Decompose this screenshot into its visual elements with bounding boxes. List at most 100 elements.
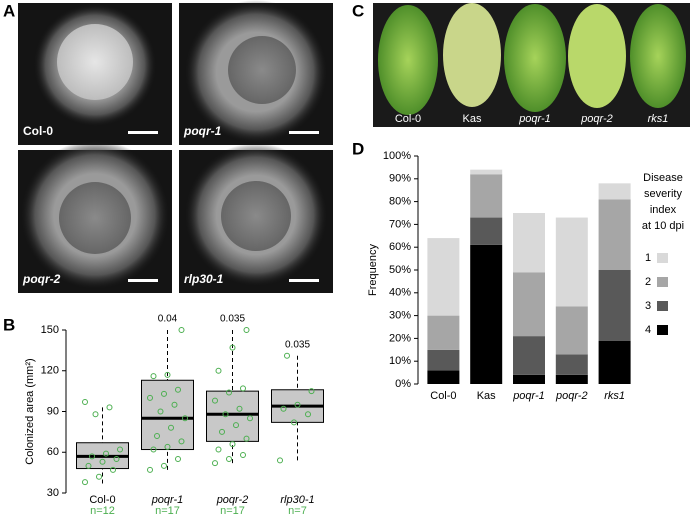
legend-label: 1 <box>645 252 651 264</box>
bar-segment <box>598 199 631 270</box>
panel-letter: A <box>3 1 15 20</box>
data-point <box>291 419 297 426</box>
y-tick-label: 40% <box>389 287 411 299</box>
bar-segment <box>513 374 545 384</box>
data-point <box>233 422 239 429</box>
y-tick-label: 80% <box>389 196 411 208</box>
data-point <box>219 428 225 435</box>
photo-label: Col-0 <box>395 113 421 125</box>
data-point <box>99 458 106 465</box>
data-point <box>229 441 236 448</box>
data-point <box>305 411 311 418</box>
data-point <box>280 405 287 412</box>
data-point <box>243 327 250 333</box>
data-point <box>240 385 246 392</box>
x-tick-label: Kas <box>477 390 496 402</box>
bar-segment <box>427 370 460 384</box>
bar-segment <box>470 244 503 384</box>
data-point <box>161 462 167 469</box>
data-point <box>294 401 301 408</box>
photo-label: Col-0 <box>23 124 53 138</box>
y-tick-label: 30% <box>389 310 411 322</box>
n-label: n=12 <box>90 505 115 517</box>
x-tick-label: poqr-2 <box>216 494 249 506</box>
data-point <box>147 466 153 473</box>
legend-swatch <box>657 253 668 263</box>
data-point <box>222 411 229 418</box>
data-point <box>113 456 120 463</box>
panel-c-photo <box>373 3 690 127</box>
y-tick-label: 60% <box>389 241 411 253</box>
photo-label: poqr-1 <box>518 113 551 125</box>
bar-segment <box>555 306 588 355</box>
data-point <box>175 456 181 463</box>
data-point <box>243 435 250 442</box>
y-tick-label: 10% <box>389 355 411 367</box>
data-point <box>161 390 167 397</box>
legend-title: index <box>650 204 677 216</box>
bar-segment <box>513 336 545 375</box>
bar-segment <box>555 354 588 375</box>
bar-segment <box>470 174 503 218</box>
data-point <box>182 415 188 422</box>
y-tick-label: 120 <box>41 365 59 377</box>
y-axis-label: Frequency <box>367 244 379 296</box>
bar-segment <box>555 217 588 307</box>
p-value: 0.035 <box>220 314 245 325</box>
photo-label: rlp30-1 <box>184 272 224 286</box>
data-point <box>89 453 95 460</box>
data-point <box>117 446 123 453</box>
x-tick-label: Col-0 <box>430 390 456 402</box>
legend-title: Disease <box>643 172 683 184</box>
data-point <box>85 462 92 469</box>
data-point <box>240 451 246 458</box>
data-point <box>236 405 243 412</box>
x-tick-label: Col-0 <box>89 494 115 506</box>
panel-letter: B <box>3 315 15 334</box>
y-tick-label: 90% <box>389 173 411 185</box>
data-point <box>96 473 102 480</box>
y-axis-label: Colonized area (mm²) <box>24 358 36 464</box>
y-tick-label: 0% <box>395 378 411 390</box>
data-point <box>277 457 283 464</box>
bar-segment <box>598 270 631 341</box>
bar-segment <box>427 349 460 371</box>
data-point <box>110 466 116 473</box>
y-tick-label: 70% <box>389 218 411 230</box>
data-point <box>226 456 232 463</box>
data-point <box>175 386 181 393</box>
data-point <box>164 371 171 378</box>
legend-title: at 10 dpi <box>642 220 684 232</box>
x-tick-label: poqr-1 <box>151 494 184 506</box>
bar-segment <box>427 315 460 350</box>
bar-segment <box>513 272 545 337</box>
x-tick-label: rlp30-1 <box>280 494 314 506</box>
y-tick-label: 20% <box>389 332 411 344</box>
n-label: n=17 <box>220 505 245 517</box>
panel-letter: D <box>352 139 364 158</box>
photo-label: poqr-2 <box>22 272 61 286</box>
data-point <box>150 373 157 380</box>
bar-segment <box>427 238 460 316</box>
p-value: 0.04 <box>158 314 178 325</box>
data-point <box>168 424 174 431</box>
bar-segment <box>470 169 503 175</box>
data-point <box>178 438 185 445</box>
data-point <box>226 389 232 396</box>
n-label: n=17 <box>155 505 180 517</box>
y-tick-label: 90 <box>47 405 59 417</box>
data-point <box>164 443 171 450</box>
data-point <box>308 388 315 395</box>
data-point <box>92 411 99 418</box>
legend-title: severity <box>644 188 682 200</box>
photo-label: poqr-1 <box>183 124 222 138</box>
y-tick-label: 30 <box>47 487 59 499</box>
data-point <box>212 460 218 467</box>
data-point <box>247 415 253 422</box>
data-point <box>82 479 88 486</box>
y-tick-label: 150 <box>41 324 59 336</box>
data-point <box>157 408 164 415</box>
bar-segment <box>470 217 503 245</box>
bar-segment <box>598 340 631 384</box>
legend-label: 4 <box>645 324 651 336</box>
